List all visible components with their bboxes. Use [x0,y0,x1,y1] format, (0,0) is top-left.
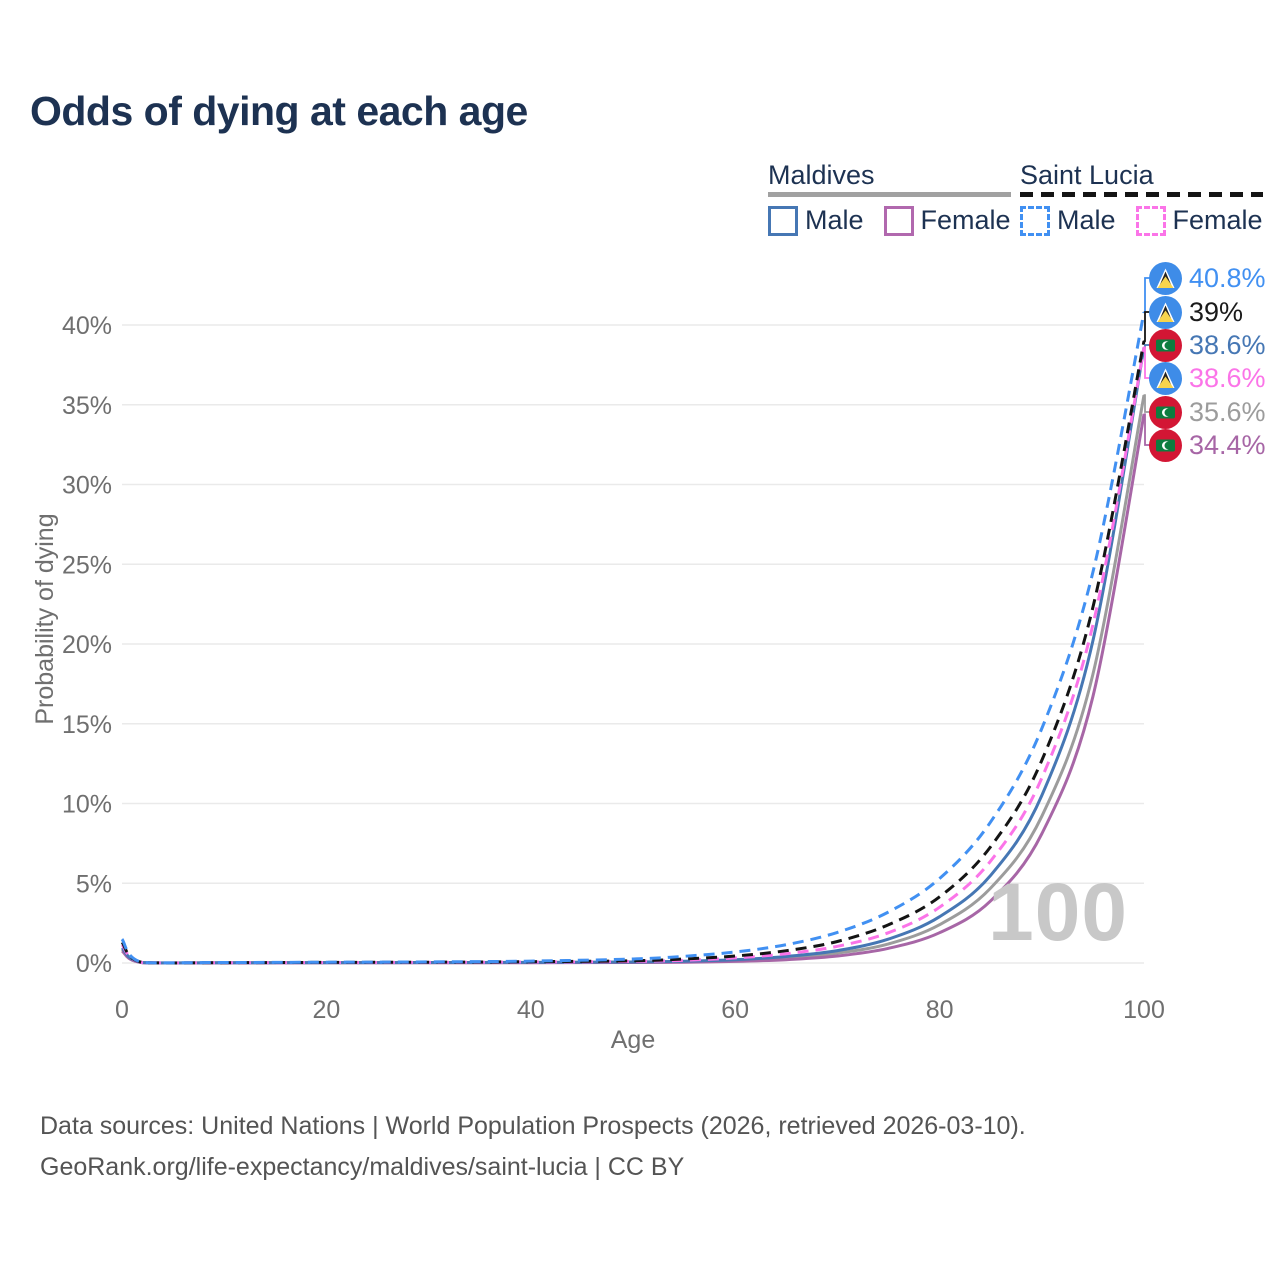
end-label-value: 39% [1189,297,1244,327]
y-axis-title: Probability of dying [31,513,59,725]
saint-lucia-both-line-swatch [1020,192,1263,197]
end-label-saint_lucia_both: 39% [1149,295,1243,329]
maldives-both-line-swatch [768,192,1011,197]
y-tick-label: 15% [62,711,112,739]
x-tick-label: 40 [517,996,545,1024]
data-sources-text: Data sources: United Nations | World Pop… [40,1112,1026,1140]
end-label-maldives_both: 35.6% [1149,395,1266,429]
x-tick-label: 100 [1123,996,1165,1024]
series-line-maldives_male [120,347,1146,965]
legend-label-saint-lucia-female: Female [1172,205,1263,235]
x-tick-label: 60 [721,996,749,1024]
maldives-male-swatch-icon [768,205,798,236]
legend-country-maldives[interactable]: Maldives [768,160,875,190]
footer: Data sources: United Nations | World Pop… [40,1106,1026,1188]
series-line-saint_lucia_male [120,311,1146,965]
saint-lucia-female-swatch-icon [1135,205,1166,236]
series-line-saint_lucia_female [120,347,1146,965]
legend-item-maldives-female[interactable]: Female [883,205,1011,236]
maldives-female-swatch-icon [883,205,914,236]
legend-item-saint-lucia-female[interactable]: Female [1135,205,1263,236]
maldives-flag-icon [1149,428,1182,462]
y-tick-label: 0% [76,950,112,978]
leader-line-maldives_female [1143,413,1150,446]
end-label-value: 40.8% [1189,263,1266,293]
maldives-flag-icon [1149,395,1182,429]
y-tick-label: 35% [62,392,112,420]
y-tick-label: 20% [62,631,112,659]
y-tick-label: 40% [62,312,112,340]
x-tick-label: 0 [115,996,129,1024]
maldives-flag-icon [1149,328,1182,362]
end-label-maldives_male: 38.6% [1149,328,1266,362]
x-tick-label: 20 [312,996,340,1024]
attribution-text: GeoRank.org/life-expectancy/maldives/sai… [40,1153,685,1181]
leader-line-maldives_both [1143,394,1150,413]
end-label-maldives_female: 34.4% [1149,428,1266,462]
y-tick-label: 5% [76,870,112,898]
y-tick-label: 30% [62,472,112,500]
legend-group-maldives: Maldives Male Female [768,160,1011,236]
end-label-value: 34.4% [1189,430,1266,460]
end-label-value: 35.6% [1189,397,1266,427]
y-tick-label: 25% [62,551,112,579]
page-title: Odds of dying at each age [30,88,528,134]
leader-line-saint_lucia_both [1143,311,1150,342]
legend-label-maldives-female: Female [920,205,1011,235]
end-label-saint_lucia_female: 38.6% [1149,361,1266,395]
x-axis-title: Age [610,1026,656,1054]
legend-country-saint-lucia[interactable]: Saint Lucia [1020,160,1154,190]
legend-item-maldives-male[interactable]: Male [768,205,864,236]
x-tick-label: 80 [926,996,954,1024]
saint-lucia-male-swatch-icon [1020,205,1050,236]
end-label-saint_lucia_male: 40.8% [1149,261,1266,295]
y-tick-label: 10% [62,791,112,819]
saint-lucia-flag-icon [1149,261,1182,295]
age-watermark: 100 [988,867,1128,958]
saint-lucia-flag-icon [1149,361,1182,395]
legend-label-saint-lucia-male: Male [1057,205,1116,235]
legend-label-maldives-male: Male [805,205,864,235]
legend-group-saint-lucia: Saint Lucia Male Female [1020,160,1263,236]
legend-item-saint-lucia-male[interactable]: Male [1020,205,1116,236]
end-label-value: 38.6% [1189,363,1266,393]
end-label-value: 38.6% [1189,330,1266,360]
leader-line-saint_lucia_female [1143,346,1150,379]
saint-lucia-flag-icon [1149,295,1182,329]
